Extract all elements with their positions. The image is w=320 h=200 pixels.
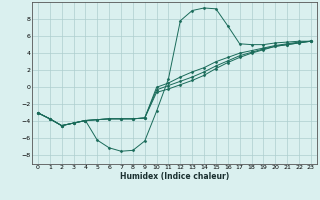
X-axis label: Humidex (Indice chaleur): Humidex (Indice chaleur) [120, 172, 229, 181]
